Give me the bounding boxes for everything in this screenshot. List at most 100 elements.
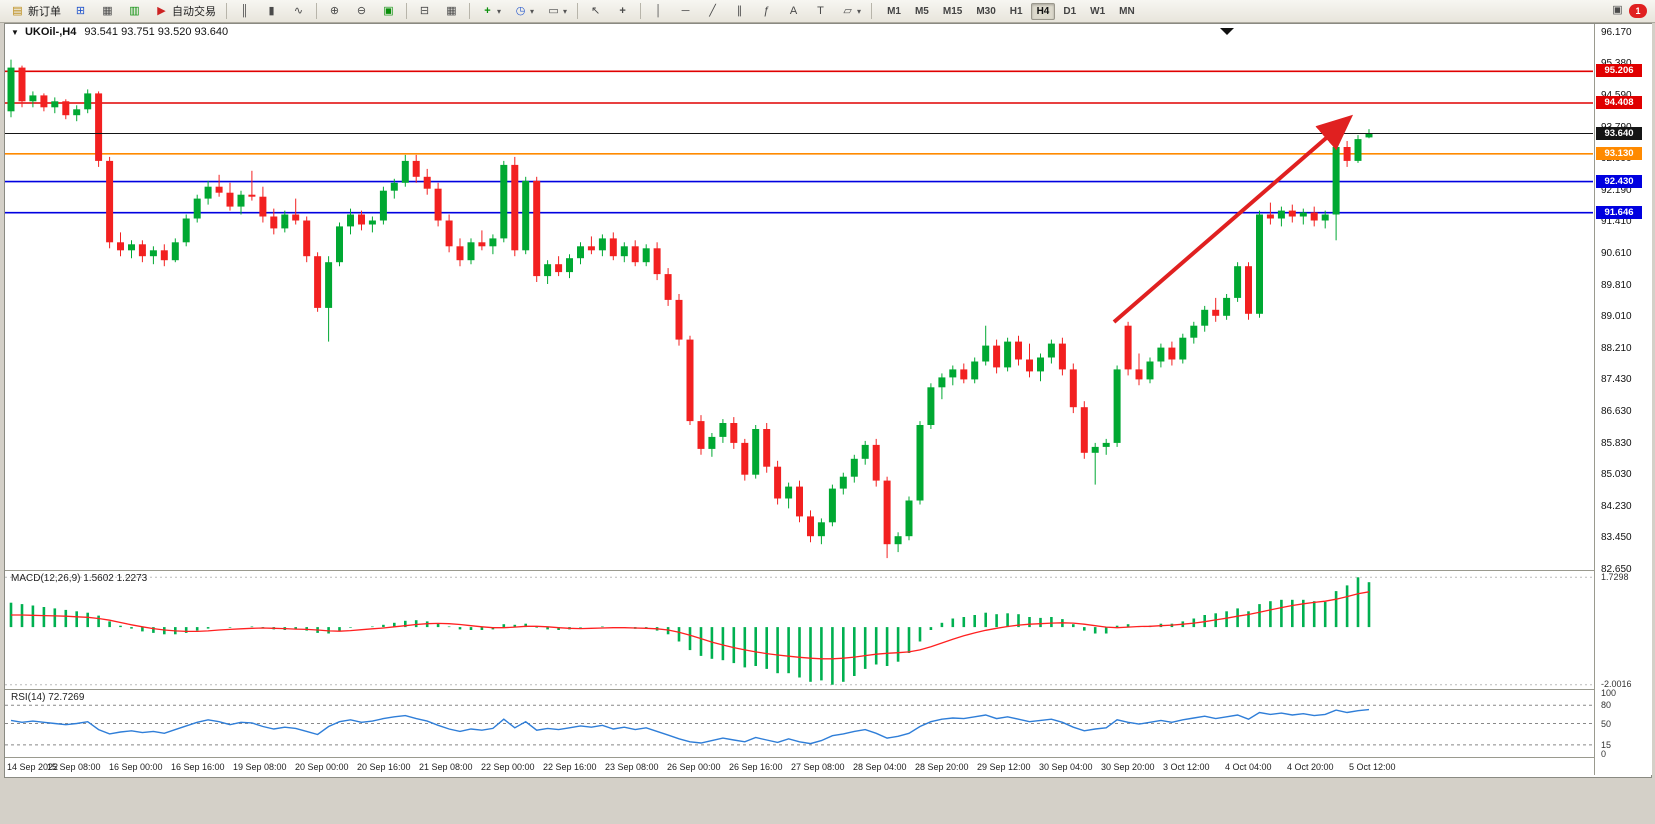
channel-tool-button[interactable]: ∥ (727, 2, 752, 21)
candle (182, 218, 190, 243)
candle (1113, 369, 1121, 443)
tile-windows-button[interactable]: ▣ (376, 2, 401, 21)
candle (1004, 341, 1012, 368)
trendline-tool-button[interactable]: ╱ (700, 2, 725, 21)
ohlc-values: 93.541 93.751 93.520 93.640 (84, 26, 229, 38)
candle (938, 377, 946, 388)
one-click-trading-arrow-icon[interactable]: ▼ (11, 28, 19, 37)
auto-arrange-button[interactable]: ⊟ (412, 2, 437, 21)
price-chart[interactable] (5, 24, 1593, 570)
chart-window[interactable]: 14 Sep 2022 15 Sep 08:00 16 Sep 00:00 16 Se… (4, 23, 1652, 778)
line-chart-button[interactable]: ∿ (286, 2, 311, 21)
price-axis-label: 89.810 (1601, 279, 1632, 291)
timeframe-button-MN[interactable]: MN (1119, 5, 1135, 17)
candle (1256, 214, 1263, 314)
rsi-line (10, 708, 1370, 745)
fibonacci-tool-button[interactable]: ƒ (754, 2, 779, 21)
time-axis-label: 21 Sep 08:00 (419, 762, 473, 772)
candle (325, 262, 333, 308)
text-tool-button[interactable]: A (781, 2, 806, 21)
charts-grid-icon: ⊞ (75, 4, 86, 17)
trend-arrow-annotation[interactable] (1112, 114, 1354, 324)
time-axis-label: 16 Sep 00:00 (109, 762, 163, 772)
candle (1343, 147, 1351, 161)
timeframe-button-H4[interactable]: H4 (1030, 2, 1056, 20)
pane-divider[interactable] (5, 570, 1651, 571)
time-axis-label: 20 Sep 00:00 (295, 762, 349, 772)
candle (390, 182, 398, 191)
candle (850, 458, 858, 477)
toolbar-separator (469, 3, 470, 19)
candle (577, 246, 584, 259)
vertical-line-tool-button[interactable]: │ (646, 2, 671, 21)
candle (314, 256, 322, 308)
add-indicator-button[interactable]: + ▾ (475, 2, 506, 21)
candle (281, 214, 289, 229)
price-axis-label: 86.630 (1601, 405, 1632, 417)
macd-chart[interactable] (5, 571, 1593, 689)
toolbar-separator (316, 3, 317, 19)
new-order-button[interactable]: ▤ 新订单 (5, 1, 66, 21)
time-axis[interactable]: 14 Sep 2022 15 Sep 08:00 16 Sep 00:00 16 Se… (5, 758, 1594, 776)
candle (828, 488, 836, 523)
candle (1080, 407, 1088, 453)
candle (40, 95, 48, 108)
timeframe-button-M30[interactable]: M30 (976, 5, 996, 17)
candle (1321, 214, 1329, 221)
zoom-in-button[interactable]: ⊕ (322, 2, 347, 21)
candle (1234, 266, 1242, 298)
profiles-button[interactable]: ▦ (95, 2, 120, 21)
candle (117, 242, 124, 251)
timeframe-button-D1[interactable]: D1 (1063, 5, 1077, 17)
candle (1299, 212, 1307, 217)
candle (478, 242, 486, 247)
timeframe-button-M5[interactable]: M5 (914, 5, 929, 17)
candle (949, 369, 957, 378)
scroll-position-marker[interactable] (1220, 28, 1234, 35)
chart-title: ▼ UKOil-,H4 93.541 93.751 93.520 93.640 (11, 26, 228, 38)
bar-chart-button[interactable]: ║ (232, 2, 257, 21)
candle (916, 425, 924, 501)
timeframe-button-H1[interactable]: H1 (1009, 5, 1023, 17)
market-watch-button[interactable]: ▥ (122, 2, 147, 21)
grid-snap-button[interactable]: ▦ (439, 2, 464, 21)
rsi-chart[interactable] (5, 690, 1593, 757)
shapes-tool-button[interactable]: ▱ ▾ (835, 2, 866, 21)
cursor-tool-button[interactable]: ↖ (583, 2, 608, 21)
crosshair-tool-button[interactable]: + (610, 2, 635, 21)
candle (7, 67, 15, 112)
timeframe-button-W1[interactable]: W1 (1090, 5, 1106, 17)
timeframe-button-M15[interactable]: M15 (942, 5, 963, 17)
zoom-out-button[interactable]: ⊖ (349, 2, 374, 21)
time-axis-label: 15 Sep 08:00 (47, 762, 101, 772)
candle (730, 423, 738, 443)
price-axis-label: 84.230 (1601, 501, 1632, 513)
new-order-label: 新订单 (28, 6, 61, 18)
notification-badge[interactable]: 1 (1629, 3, 1647, 18)
pane-divider[interactable] (5, 689, 1651, 690)
candle (1168, 347, 1176, 360)
template-button[interactable]: ▭ ▾ (541, 2, 572, 21)
price-level-badge: 93.130 (1596, 147, 1642, 160)
candle (1124, 325, 1132, 370)
price-axis-label: 96.170 (1601, 27, 1632, 39)
candle (763, 429, 771, 467)
candlestick-chart-button[interactable]: ▮ (259, 2, 284, 21)
timeframe-button-M1[interactable]: M1 (887, 5, 901, 17)
text-label-tool-button[interactable]: T (808, 2, 833, 21)
candle (1069, 369, 1077, 408)
candle (587, 246, 595, 251)
price-axis-label: 90.610 (1601, 247, 1632, 259)
template-icon: ▭ (548, 4, 559, 17)
candle (1102, 442, 1110, 447)
candle (631, 246, 639, 263)
period-selector-button[interactable]: ◷ ▾ (508, 2, 539, 21)
al​erts-icon[interactable]: ▣ (1612, 4, 1623, 16)
charts-grid-button[interactable]: ⊞ (68, 2, 93, 21)
tile-windows-icon: ▣ (383, 4, 394, 17)
trendline-icon: ╱ (709, 4, 716, 17)
candle (1026, 359, 1033, 372)
price-axis[interactable]: 96.17095.38094.59093.79092.99092.19091.4… (1594, 24, 1652, 775)
horizontal-line-tool-button[interactable]: ─ (673, 2, 698, 21)
autotrading-button[interactable]: ▶ 自动交易 (149, 1, 221, 21)
